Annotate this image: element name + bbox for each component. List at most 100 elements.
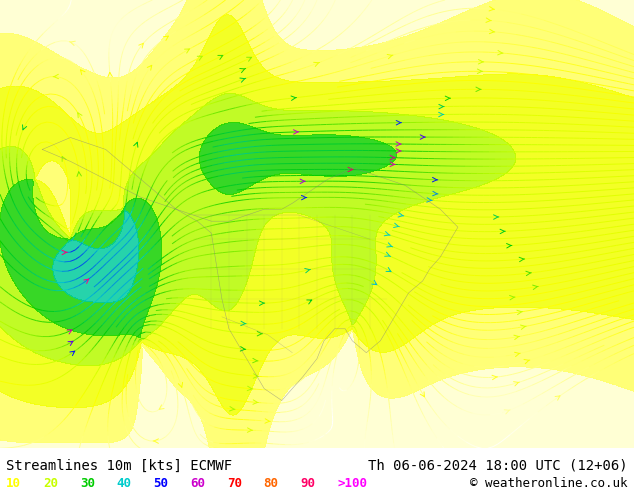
FancyArrowPatch shape xyxy=(427,198,432,202)
Text: Streamlines 10m [kts] ECMWF: Streamlines 10m [kts] ECMWF xyxy=(6,459,233,473)
FancyArrowPatch shape xyxy=(445,96,451,100)
Text: 40: 40 xyxy=(117,477,132,490)
FancyArrowPatch shape xyxy=(241,321,246,326)
FancyArrowPatch shape xyxy=(320,434,325,439)
FancyArrowPatch shape xyxy=(477,69,482,74)
Text: 90: 90 xyxy=(301,477,316,490)
FancyArrowPatch shape xyxy=(479,60,484,64)
Text: 30: 30 xyxy=(80,477,95,490)
FancyArrowPatch shape xyxy=(68,341,73,345)
FancyArrowPatch shape xyxy=(476,87,481,92)
FancyArrowPatch shape xyxy=(521,325,526,329)
Text: 60: 60 xyxy=(190,477,205,490)
FancyArrowPatch shape xyxy=(307,300,312,304)
Text: © weatheronline.co.uk: © weatheronline.co.uk xyxy=(470,477,628,490)
FancyArrowPatch shape xyxy=(396,142,401,146)
Text: 80: 80 xyxy=(264,477,279,490)
FancyArrowPatch shape xyxy=(184,49,190,53)
FancyArrowPatch shape xyxy=(439,104,444,109)
FancyArrowPatch shape xyxy=(291,96,297,100)
FancyArrowPatch shape xyxy=(259,301,265,305)
FancyArrowPatch shape xyxy=(493,215,499,219)
FancyArrowPatch shape xyxy=(432,177,437,182)
FancyArrowPatch shape xyxy=(498,50,503,55)
FancyArrowPatch shape xyxy=(253,374,259,378)
FancyArrowPatch shape xyxy=(108,73,112,77)
FancyArrowPatch shape xyxy=(555,396,560,400)
FancyArrowPatch shape xyxy=(257,331,262,336)
FancyArrowPatch shape xyxy=(504,410,510,414)
FancyArrowPatch shape xyxy=(78,113,82,118)
FancyArrowPatch shape xyxy=(489,6,495,11)
FancyArrowPatch shape xyxy=(486,18,491,23)
Text: 50: 50 xyxy=(153,477,169,490)
FancyArrowPatch shape xyxy=(517,310,522,315)
FancyArrowPatch shape xyxy=(178,382,183,387)
FancyArrowPatch shape xyxy=(305,269,311,273)
Text: Th 06-06-2024 18:00 UTC (12+06): Th 06-06-2024 18:00 UTC (12+06) xyxy=(368,459,628,473)
FancyArrowPatch shape xyxy=(396,148,401,153)
FancyArrowPatch shape xyxy=(218,55,223,59)
FancyArrowPatch shape xyxy=(247,57,252,61)
FancyArrowPatch shape xyxy=(67,330,72,334)
FancyArrowPatch shape xyxy=(348,167,353,171)
FancyArrowPatch shape xyxy=(396,121,401,125)
FancyArrowPatch shape xyxy=(507,244,512,248)
FancyArrowPatch shape xyxy=(398,213,404,217)
FancyArrowPatch shape xyxy=(314,62,320,67)
FancyArrowPatch shape xyxy=(500,229,505,234)
FancyArrowPatch shape xyxy=(387,243,392,247)
FancyArrowPatch shape xyxy=(489,29,495,34)
FancyArrowPatch shape xyxy=(247,428,253,432)
FancyArrowPatch shape xyxy=(420,135,425,139)
FancyArrowPatch shape xyxy=(533,285,538,290)
FancyArrowPatch shape xyxy=(514,382,519,386)
FancyArrowPatch shape xyxy=(247,386,253,391)
FancyArrowPatch shape xyxy=(252,358,258,363)
FancyArrowPatch shape xyxy=(53,74,58,79)
FancyArrowPatch shape xyxy=(62,250,67,255)
FancyArrowPatch shape xyxy=(134,142,138,147)
FancyArrowPatch shape xyxy=(23,125,27,130)
FancyArrowPatch shape xyxy=(384,232,390,236)
FancyArrowPatch shape xyxy=(240,69,245,73)
Text: 70: 70 xyxy=(227,477,242,490)
FancyArrowPatch shape xyxy=(70,41,75,46)
FancyArrowPatch shape xyxy=(515,352,521,357)
FancyArrowPatch shape xyxy=(265,419,270,423)
FancyArrowPatch shape xyxy=(84,279,89,284)
FancyArrowPatch shape xyxy=(294,130,299,134)
FancyArrowPatch shape xyxy=(432,192,438,196)
FancyArrowPatch shape xyxy=(240,78,246,82)
FancyArrowPatch shape xyxy=(230,407,235,411)
FancyArrowPatch shape xyxy=(164,36,169,40)
FancyArrowPatch shape xyxy=(70,351,75,356)
FancyArrowPatch shape xyxy=(492,375,498,380)
FancyArrowPatch shape xyxy=(81,70,85,74)
FancyArrowPatch shape xyxy=(439,112,444,117)
FancyArrowPatch shape xyxy=(386,268,391,271)
FancyArrowPatch shape xyxy=(301,196,307,200)
FancyArrowPatch shape xyxy=(240,346,246,351)
FancyArrowPatch shape xyxy=(510,295,515,300)
FancyArrowPatch shape xyxy=(159,405,164,409)
FancyArrowPatch shape xyxy=(394,223,399,227)
FancyArrowPatch shape xyxy=(372,280,377,285)
FancyArrowPatch shape xyxy=(62,156,66,161)
FancyArrowPatch shape xyxy=(300,179,306,184)
FancyArrowPatch shape xyxy=(385,252,391,256)
Text: >100: >100 xyxy=(337,477,367,490)
Text: 20: 20 xyxy=(43,477,58,490)
FancyArrowPatch shape xyxy=(197,56,202,60)
FancyArrowPatch shape xyxy=(519,257,525,262)
FancyArrowPatch shape xyxy=(147,65,152,70)
FancyArrowPatch shape xyxy=(390,162,396,167)
FancyArrowPatch shape xyxy=(77,172,81,176)
FancyArrowPatch shape xyxy=(526,271,531,275)
FancyArrowPatch shape xyxy=(420,392,425,397)
Text: 10: 10 xyxy=(6,477,22,490)
FancyArrowPatch shape xyxy=(153,439,158,443)
FancyArrowPatch shape xyxy=(387,54,393,59)
FancyArrowPatch shape xyxy=(514,335,519,340)
FancyArrowPatch shape xyxy=(139,43,143,48)
